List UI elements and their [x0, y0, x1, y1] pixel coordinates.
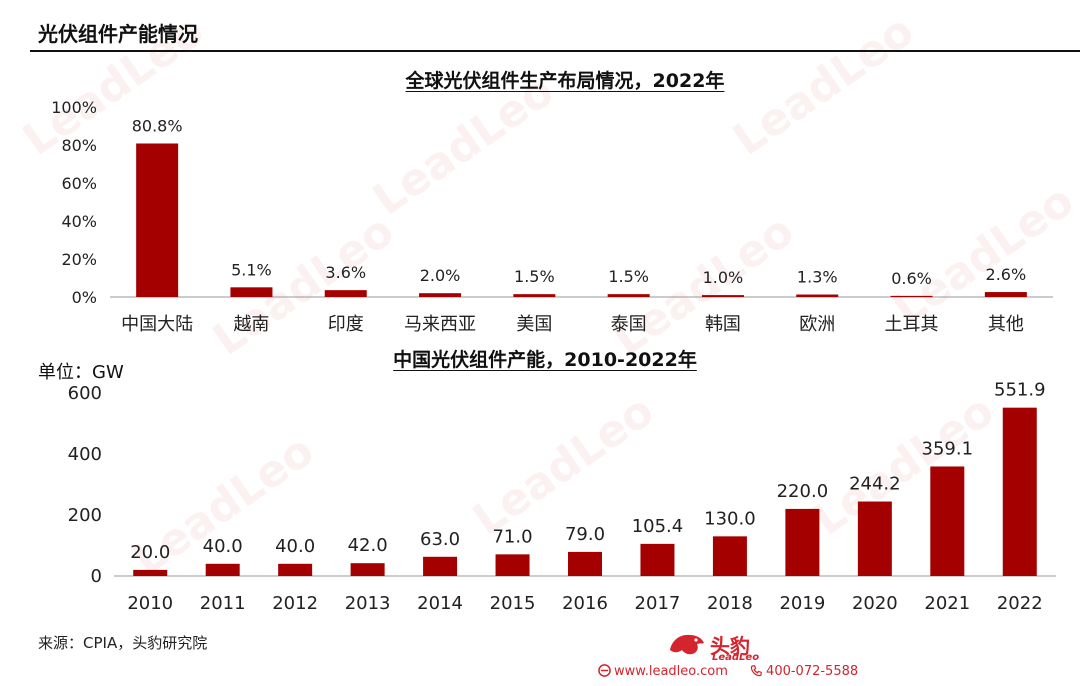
phone-item: 400-072-5588	[750, 664, 858, 679]
x-tick-label: 2018	[707, 593, 753, 614]
y-tick-label: 600	[68, 383, 102, 404]
contact-bar: www.leadleo.com 400-072-5588	[598, 664, 876, 679]
x-tick-label: 韩国	[705, 314, 741, 335]
x-tick-label: 马来西亚	[404, 314, 476, 335]
x-tick-label: 2016	[562, 593, 608, 614]
bar	[350, 563, 385, 576]
bar	[796, 294, 839, 297]
bar	[419, 293, 462, 297]
bar	[857, 501, 892, 576]
data-label: 1.0%	[703, 268, 744, 287]
data-label: 105.4	[632, 516, 684, 537]
source-note: 来源：CPIA，头豹研究院	[38, 634, 208, 652]
website-item[interactable]: www.leadleo.com	[598, 664, 732, 679]
x-tick-label: 2022	[997, 593, 1043, 614]
data-label: 79.0	[565, 524, 605, 545]
data-label: 3.6%	[325, 263, 366, 282]
bar	[785, 508, 820, 576]
logo-text: 头豹	[710, 634, 750, 658]
x-tick-label: 2019	[779, 593, 825, 614]
y-tick-label: 0%	[72, 288, 97, 307]
data-label: 1.3%	[797, 268, 838, 287]
chart-title-global: 全球光伏组件生产布局情况，2022年	[405, 70, 725, 92]
bar	[890, 295, 933, 297]
y-tick-label: 40%	[61, 212, 97, 231]
data-label: 244.2	[849, 474, 901, 495]
y-tick-label: 400	[68, 444, 102, 465]
bar	[278, 563, 313, 576]
data-label: 0.6%	[891, 269, 932, 288]
bar	[205, 563, 240, 576]
x-tick-label: 2014	[417, 593, 463, 614]
x-tick-label: 2015	[490, 593, 536, 614]
bar	[513, 294, 556, 297]
x-tick-label: 2010	[127, 593, 173, 614]
data-label: 40.0	[275, 536, 315, 557]
leadleo-logo: 头豹 LeadLeo	[600, 628, 860, 682]
bar	[324, 290, 367, 297]
title-divider	[30, 50, 1080, 52]
data-label: 551.9	[994, 380, 1046, 401]
x-tick-label: 2013	[345, 593, 391, 614]
x-tick-label: 美国	[516, 314, 552, 335]
y-tick-label: 200	[68, 505, 102, 526]
bar	[230, 287, 273, 297]
global-layout-bar-chart: 0% 20% 40% 60% 80% 100% 80.8% 中国大陆 5.1% 越南 3.6% 印度 2…	[51, 98, 1053, 335]
website-text[interactable]: www.leadleo.com	[614, 664, 728, 679]
x-tick-label: 土耳其	[885, 314, 939, 335]
data-label: 130.0	[704, 508, 756, 529]
x-tick-label: 其他	[988, 314, 1024, 335]
logo-subtext: LeadLeo	[712, 652, 760, 663]
bar	[607, 294, 650, 297]
x-tick-label: 2020	[852, 593, 898, 614]
x-tick-label: 2012	[272, 593, 318, 614]
y-tick-label: 80%	[61, 136, 97, 155]
x-tick-label: 泰国	[611, 314, 647, 335]
bar	[712, 536, 747, 576]
bar	[423, 556, 458, 576]
bar	[640, 543, 675, 576]
y-tick-label: 60%	[61, 174, 97, 193]
data-label: 5.1%	[231, 260, 272, 279]
x-tick-label: 2017	[635, 593, 681, 614]
data-label: 1.5%	[608, 267, 649, 286]
y-tick-label: 0	[91, 566, 102, 587]
bar	[136, 143, 179, 297]
data-label: 42.0	[348, 535, 388, 556]
bar	[930, 466, 965, 576]
data-label: 20.0	[130, 542, 170, 563]
y-tick-label: 100%	[51, 98, 97, 117]
bar	[568, 551, 602, 576]
data-label: 71.0	[492, 526, 532, 547]
web-icon	[598, 664, 611, 677]
y-tick-label: 20%	[61, 250, 97, 269]
x-tick-label: 2021	[924, 593, 970, 614]
unit-label: 单位：GW	[38, 362, 124, 383]
bar	[701, 295, 744, 297]
bar	[495, 554, 530, 576]
page-title: 光伏组件产能情况	[38, 22, 198, 46]
data-label: 220.0	[777, 481, 829, 502]
data-label: 40.0	[203, 536, 243, 557]
data-label: 2.0%	[420, 266, 461, 285]
china-capacity-bar-chart: 0 200 400 600 20.0 2010 40.0 2011 40.0 2012 42.0 20…	[68, 380, 1056, 614]
phone-icon	[750, 665, 762, 677]
phone-text: 400-072-5588	[766, 664, 859, 679]
data-label: 1.5%	[514, 267, 555, 286]
bar	[133, 569, 168, 576]
x-tick-label: 2011	[200, 593, 246, 614]
bar	[1002, 407, 1037, 576]
chart-title-china: 中国光伏组件产能，2010-2022年	[393, 349, 697, 371]
bar	[984, 292, 1027, 297]
leopard-logo-icon	[670, 634, 704, 655]
x-tick-label: 中国大陆	[121, 314, 193, 335]
data-label: 63.0	[420, 529, 460, 550]
x-tick-label: 欧洲	[799, 314, 835, 335]
data-label: 80.8%	[132, 116, 183, 135]
data-label: 2.6%	[986, 265, 1027, 284]
data-label: 359.1	[922, 438, 974, 459]
x-tick-label: 越南	[233, 314, 269, 335]
x-tick-label: 印度	[328, 314, 364, 335]
